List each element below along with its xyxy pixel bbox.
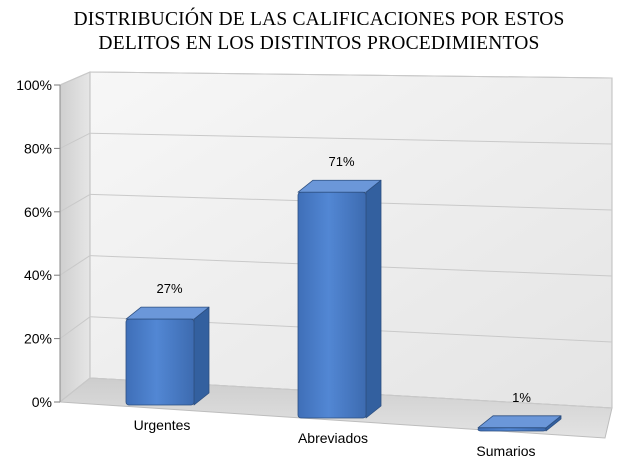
x-axis-categories: Urgentes Abreviados Sumarios [134,417,536,459]
gridline-side [59,316,91,340]
data-label: 27% [156,281,182,296]
bars [125,179,562,432]
side-wall [59,71,91,404]
gridline [89,132,613,145]
y-tick-label: 20% [24,331,52,347]
gridline-side [59,71,91,86]
bar-top [297,179,382,193]
bar-urgentes [125,306,210,406]
bar-front [297,191,367,419]
data-labels: 27% 71% 1% [156,154,531,405]
bar-front [477,427,547,432]
gridline-side [59,193,91,213]
gridline-side [59,255,91,276]
gridline-side [59,377,91,403]
chart-title: DISTRIBUCIÓN DE LAS CALIFICACIONES POR E… [0,8,638,56]
y-tick-label: 100% [16,77,52,93]
bar-sumarios [477,415,562,432]
y-tick-label: 40% [24,267,52,283]
bar-side [193,306,210,406]
y-axis-ticks: 0% 20% 40% 60% 80% 100% [16,77,61,410]
x-category-label: Sumarios [476,443,535,459]
gridline-side [59,132,91,149]
x-category-label: Abreviados [298,430,368,446]
y-tick-label: 60% [24,204,52,220]
bar-abreviados [297,179,382,419]
data-label: 1% [512,390,531,405]
chart-title-line-2: DELITOS EN LOS DISTINTOS PROCEDIMIENTOS [98,33,540,54]
y-tick-label: 0% [32,394,52,410]
data-label: 71% [328,154,354,169]
bar-front [125,318,195,406]
bar-side [365,179,382,419]
bar-top [125,306,210,320]
y-tick-label: 80% [24,140,52,156]
gridline [89,71,613,79]
x-category-label: Urgentes [134,417,191,433]
bar-top [477,415,562,429]
chart-title-line-1: DISTRIBUCIÓN DE LAS CALIFICACIONES POR E… [73,9,565,30]
